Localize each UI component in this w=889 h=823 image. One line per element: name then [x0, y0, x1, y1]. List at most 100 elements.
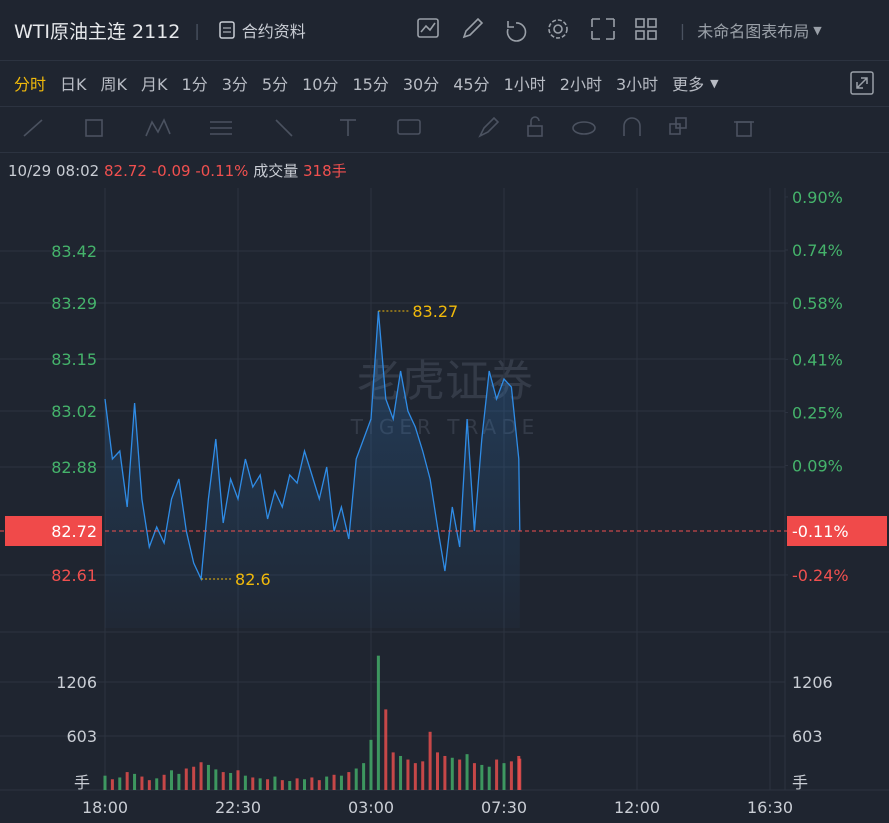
volume-bar: [295, 778, 299, 790]
last-pct-box: [787, 516, 887, 546]
volume-bar: [214, 769, 218, 790]
symbol-title[interactable]: WTI原油主连 2112: [14, 20, 181, 43]
period-tab[interactable]: 更多: [672, 75, 705, 94]
last-price-label: 82.72: [51, 522, 97, 541]
volume-bar: [273, 776, 277, 790]
y-tick-label: 83.02: [51, 402, 97, 421]
dropdown-arrow: ▼: [710, 76, 719, 90]
volume-bar: [110, 779, 114, 790]
x-tick-label: 03:00: [348, 798, 394, 817]
volume-bar: [413, 763, 417, 790]
quote-change: -0.09: [151, 162, 191, 180]
y2-tick-label: -0.24%: [792, 566, 849, 585]
x-tick-label: 18:00: [82, 798, 128, 817]
period-tab[interactable]: 月K: [141, 75, 168, 94]
y-tick-label: 83.29: [51, 294, 97, 313]
y-tick-label: 83.15: [51, 350, 97, 369]
volume-tick-label: 1206: [56, 673, 97, 692]
info-link[interactable]: 合约资料: [241, 22, 306, 41]
x-tick-label: 16:30: [747, 798, 793, 817]
volume-bar: [288, 781, 292, 790]
y-tick-label: 83.42: [51, 242, 97, 261]
last-price-box: [5, 516, 102, 546]
volume-bar: [325, 776, 329, 790]
volume-bar: [243, 775, 247, 790]
dropdown-arrow: ▼: [813, 23, 822, 37]
volume-bar: [487, 766, 491, 790]
volume-bar: [184, 768, 188, 790]
volume-bar: [147, 780, 151, 790]
y-tick-label: 82.61: [51, 566, 97, 585]
volume-bar: [199, 762, 203, 790]
volume-bar: [229, 772, 233, 790]
volume-bar: [280, 780, 284, 790]
period-tab[interactable]: 3小时: [615, 75, 659, 94]
volume-bar: [170, 770, 173, 790]
volume-bar: [118, 777, 122, 790]
volume-bar: [362, 763, 366, 790]
volume-bar: [155, 778, 159, 790]
volume-bar: [450, 757, 454, 790]
volume-bar: [369, 739, 373, 790]
period-tab[interactable]: 1分: [181, 75, 208, 94]
price-line: [104, 310, 521, 582]
period-tab[interactable]: 30分: [402, 75, 440, 94]
divider: |: [194, 20, 200, 40]
volume-bar: [376, 655, 380, 790]
x-tick-label: 22:30: [215, 798, 261, 817]
volume-bar: [502, 763, 506, 790]
period-tab[interactable]: 1小时: [503, 75, 546, 94]
period-tab[interactable]: 周K: [100, 75, 128, 94]
volume-bar: [177, 773, 181, 790]
period-tab[interactable]: 日K: [60, 75, 87, 94]
chart: 老虎证券 TIGER TRADE 18:00 22:30 03:00 07:30 12:…: [0, 188, 889, 817]
expand-icon[interactable]: [849, 70, 875, 96]
volume-bar: [310, 777, 314, 790]
layout-menu[interactable]: 未命名图表布局: [697, 22, 810, 41]
quote-pct: -0.11%: [195, 162, 249, 180]
divider: |: [679, 20, 686, 40]
volume-tick-label: 603: [792, 727, 823, 746]
volume-tick-label: 1206: [792, 673, 833, 692]
period-tab[interactable]: 10分: [302, 75, 339, 94]
volume-bar: [458, 759, 462, 790]
volume-bar: [140, 776, 144, 790]
annotation-label: 83.27: [412, 302, 458, 321]
volume-bar: [303, 779, 306, 790]
volume-bar: [443, 755, 447, 790]
volume-bar: [518, 758, 522, 790]
volume-bar: [421, 761, 425, 790]
x-tick-label: 12:00: [614, 798, 660, 817]
annotation-label: 82.6: [235, 570, 271, 589]
quote-price: 82.72: [104, 162, 147, 180]
drawing-toolbar: [0, 116, 889, 153]
volume-bar: [221, 772, 225, 790]
period-tab[interactable]: 3分: [221, 75, 248, 94]
volume-bar: [258, 778, 262, 790]
volume-bar: [472, 763, 476, 790]
header: WTI原油主连 2112 | 合约资料 | 未命名图表布局 ▼: [0, 0, 889, 61]
volume-bar: [495, 759, 499, 790]
period-bar: 分时 日K 周K 月K 1分 3分 5分 10分 15分 30分 45分 1小时 2小时 3小时 更多 ▼: [0, 60, 889, 107]
volume-bar: [332, 774, 336, 790]
header-icons[interactable]: [416, 15, 666, 45]
quote-volume: 318手: [303, 162, 347, 180]
volume-bar: [428, 731, 432, 790]
x-tick-label: 07:30: [481, 798, 527, 817]
price-area: [105, 311, 520, 628]
volume-bar: [339, 775, 343, 790]
volume-tick-label: 603: [66, 727, 97, 746]
volume-bar: [465, 754, 469, 790]
volume-bar: [103, 775, 107, 790]
period-tab[interactable]: 15分: [352, 75, 389, 94]
volume-bar: [192, 766, 196, 790]
volume-bar: [354, 768, 358, 790]
period-tab[interactable]: 45分: [453, 75, 490, 94]
y2-tick-label: 0.74%: [792, 241, 843, 260]
period-tab[interactable]: 2小时: [559, 75, 602, 94]
period-tab[interactable]: 5分: [261, 75, 289, 94]
period-tab[interactable]: 分时: [14, 75, 47, 94]
y2-tick-label: 0.25%: [792, 403, 843, 422]
volume-bar: [266, 779, 270, 790]
